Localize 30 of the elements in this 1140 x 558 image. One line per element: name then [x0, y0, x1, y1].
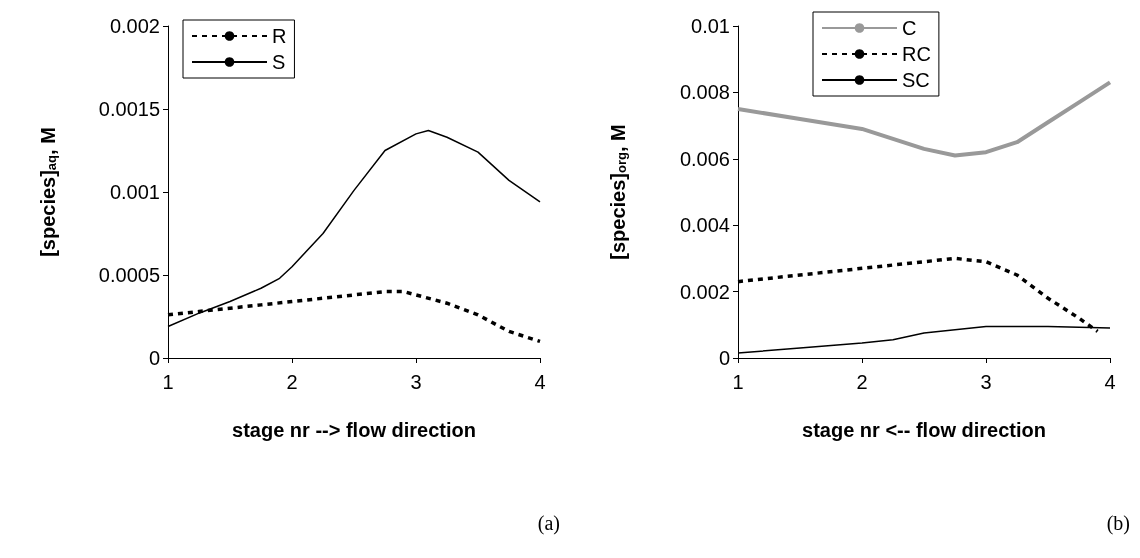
y-tick-label: 0 — [148, 347, 160, 369]
legend-label: C — [902, 17, 917, 39]
y-axis-title: [species]aq, M — [36, 127, 59, 257]
legend-label: SC — [902, 69, 930, 91]
x-tick-label: 4 — [534, 371, 546, 393]
y-tick-label: 0.002 — [679, 280, 730, 303]
y-tick-label: 0 — [718, 347, 730, 369]
legend-label: S — [272, 51, 286, 73]
x-axis-title: stage nr --> flow direction — [232, 419, 476, 441]
y-tick-label: 0.01 — [691, 15, 730, 37]
x-tick-label: 1 — [732, 371, 744, 393]
y-tick-label: 0.0005 — [98, 264, 160, 286]
x-tick-label: 2 — [856, 371, 868, 393]
x-tick-label: 4 — [1104, 371, 1116, 393]
x-tick-label: 3 — [980, 371, 992, 393]
y-axis-title: [species]org, M — [606, 124, 629, 260]
legend-label: RC — [902, 43, 931, 65]
x-tick-label: 2 — [286, 371, 298, 393]
text: (a) — [537, 512, 561, 535]
x-tick-label: 1 — [162, 371, 174, 393]
y-tick-label: 0.002 — [109, 15, 160, 37]
legend-label: R — [272, 25, 287, 47]
x-axis-title: stage nr <-- flow direction — [802, 419, 1046, 441]
y-tick-label: 0.008 — [679, 81, 730, 104]
y-tick-label: 0.006 — [679, 147, 730, 170]
text: (b) — [1106, 512, 1131, 535]
y-tick-label: 0.0015 — [98, 98, 160, 120]
y-tick-label: 0.004 — [679, 214, 730, 237]
y-tick-label: 0.001 — [109, 181, 160, 203]
x-tick-label: 3 — [410, 371, 422, 393]
